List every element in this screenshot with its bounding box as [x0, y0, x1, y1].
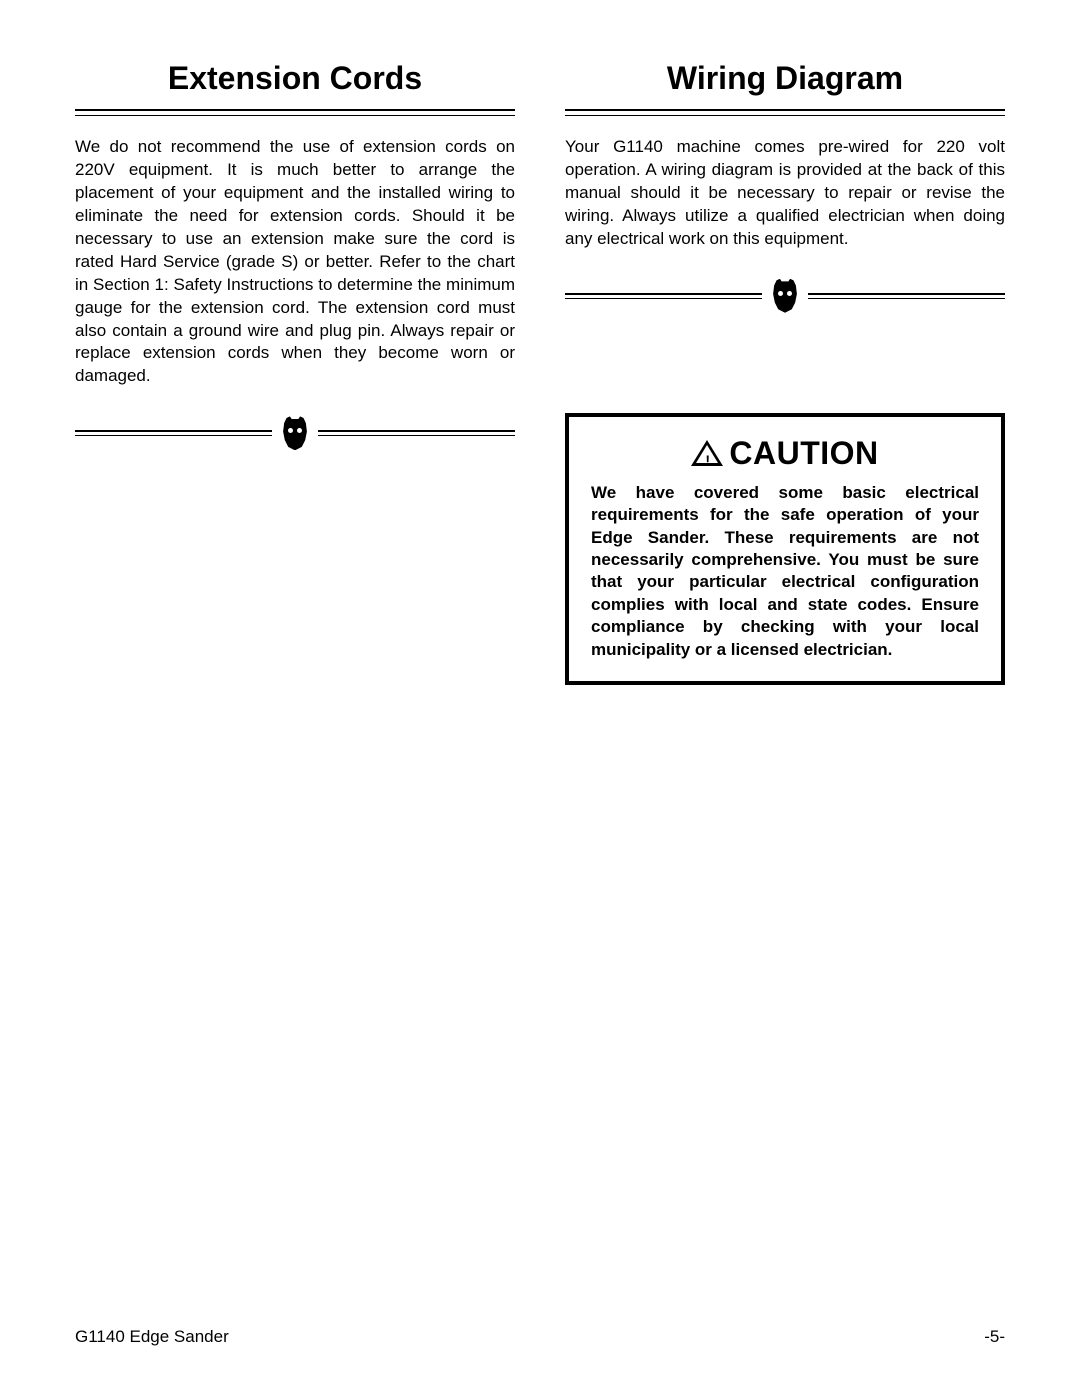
section-end-divider	[75, 416, 515, 450]
right-column: Wiring Diagram Your G1140 machine comes …	[565, 60, 1005, 685]
divider-line-right	[808, 293, 1005, 299]
page-columns: Extension Cords We do not recommend the …	[75, 60, 1005, 685]
warning-triangle-icon: !	[691, 440, 723, 466]
footer-product: G1140 Edge Sander	[75, 1327, 229, 1347]
left-column: Extension Cords We do not recommend the …	[75, 60, 515, 685]
caution-header: ! CAUTION	[591, 435, 979, 472]
page-footer: G1140 Edge Sander -5-	[75, 1327, 1005, 1347]
bear-icon	[768, 279, 802, 313]
caution-box: ! CAUTION We have covered some basic ele…	[565, 413, 1005, 686]
caution-body: We have covered some basic electrical re…	[591, 482, 979, 662]
wiring-diagram-title: Wiring Diagram	[565, 60, 1005, 97]
title-divider-thick	[565, 109, 1005, 111]
divider-line-right	[318, 430, 515, 436]
title-divider-thin	[75, 115, 515, 116]
caution-label: CAUTION	[729, 435, 878, 472]
title-divider-thin	[565, 115, 1005, 116]
wiring-diagram-body: Your G1140 machine comes pre-wired for 2…	[565, 136, 1005, 251]
extension-cords-title: Extension Cords	[75, 60, 515, 97]
extension-cords-body: We do not recommend the use of extension…	[75, 136, 515, 388]
divider-line-left	[565, 293, 762, 299]
section-end-divider	[565, 279, 1005, 313]
footer-page: -5-	[984, 1327, 1005, 1347]
divider-line-left	[75, 430, 272, 436]
bear-icon	[278, 416, 312, 450]
title-divider-thick	[75, 109, 515, 111]
